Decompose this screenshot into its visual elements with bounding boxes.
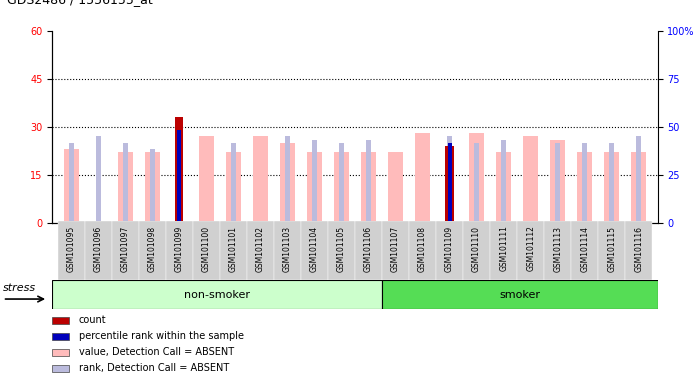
Text: GSM101110: GSM101110 bbox=[472, 225, 481, 271]
Bar bbox=[285, 136, 290, 223]
Text: GSM101101: GSM101101 bbox=[229, 225, 238, 271]
Bar bbox=[328, 221, 355, 280]
Bar bbox=[118, 152, 133, 223]
Text: GSM101100: GSM101100 bbox=[202, 225, 211, 272]
Bar bbox=[85, 221, 111, 280]
Text: GSM101111: GSM101111 bbox=[499, 225, 508, 271]
Bar bbox=[366, 139, 371, 223]
Bar bbox=[436, 221, 463, 280]
Bar bbox=[64, 149, 79, 223]
Bar bbox=[52, 280, 383, 309]
Text: GSM101107: GSM101107 bbox=[391, 225, 400, 272]
Text: stress: stress bbox=[3, 283, 35, 293]
Bar bbox=[474, 143, 479, 223]
Bar bbox=[583, 143, 587, 223]
Bar bbox=[334, 152, 349, 223]
Bar bbox=[361, 152, 376, 223]
Bar bbox=[463, 221, 490, 280]
Bar bbox=[355, 221, 382, 280]
Text: GSM101109: GSM101109 bbox=[445, 225, 454, 272]
Text: GSM101114: GSM101114 bbox=[580, 225, 590, 271]
Bar bbox=[523, 136, 538, 223]
Bar bbox=[517, 221, 544, 280]
Bar bbox=[58, 221, 85, 280]
Bar bbox=[555, 143, 560, 223]
Bar bbox=[445, 146, 454, 223]
Bar bbox=[625, 221, 652, 280]
Bar bbox=[199, 136, 214, 223]
Bar bbox=[122, 143, 127, 223]
Bar bbox=[448, 143, 452, 223]
Text: GSM101112: GSM101112 bbox=[526, 225, 535, 271]
Bar bbox=[382, 221, 409, 280]
Bar bbox=[577, 152, 592, 223]
Bar bbox=[177, 130, 181, 223]
Bar bbox=[388, 152, 403, 223]
Bar bbox=[604, 152, 619, 223]
Bar bbox=[469, 133, 484, 223]
Bar bbox=[636, 136, 641, 223]
Bar bbox=[52, 333, 69, 340]
Bar bbox=[609, 143, 614, 223]
Bar bbox=[599, 221, 625, 280]
Text: GSM101103: GSM101103 bbox=[283, 225, 292, 272]
Text: percentile rank within the sample: percentile rank within the sample bbox=[79, 331, 244, 341]
Text: GSM101105: GSM101105 bbox=[337, 225, 346, 272]
Text: GSM101108: GSM101108 bbox=[418, 225, 427, 271]
Text: GSM101096: GSM101096 bbox=[94, 225, 102, 272]
Bar bbox=[307, 152, 322, 223]
Text: GSM101104: GSM101104 bbox=[310, 225, 319, 272]
Bar bbox=[280, 143, 295, 223]
Bar bbox=[150, 149, 155, 223]
Text: count: count bbox=[79, 315, 106, 325]
Bar bbox=[226, 152, 241, 223]
Text: GSM101102: GSM101102 bbox=[256, 225, 265, 271]
Bar bbox=[339, 143, 344, 223]
Bar bbox=[145, 152, 159, 223]
Text: GSM101097: GSM101097 bbox=[120, 225, 129, 272]
Text: GSM101115: GSM101115 bbox=[608, 225, 616, 271]
Bar bbox=[52, 365, 69, 372]
Bar bbox=[496, 152, 511, 223]
Bar bbox=[253, 136, 268, 223]
Bar bbox=[544, 221, 571, 280]
Bar bbox=[175, 117, 183, 223]
Bar bbox=[52, 317, 69, 324]
Bar bbox=[490, 221, 517, 280]
Bar bbox=[247, 221, 274, 280]
Bar bbox=[139, 221, 166, 280]
Text: GSM101106: GSM101106 bbox=[364, 225, 373, 272]
Bar bbox=[96, 136, 101, 223]
Text: GDS2486 / 1556155_at: GDS2486 / 1556155_at bbox=[7, 0, 152, 6]
Bar bbox=[69, 143, 74, 223]
Bar bbox=[52, 349, 69, 356]
Bar bbox=[231, 143, 236, 223]
Text: GSM101098: GSM101098 bbox=[148, 225, 157, 272]
Text: value, Detection Call = ABSENT: value, Detection Call = ABSENT bbox=[79, 347, 234, 357]
Text: GSM101099: GSM101099 bbox=[175, 225, 184, 272]
Bar bbox=[111, 221, 139, 280]
Bar bbox=[220, 221, 247, 280]
Text: smoker: smoker bbox=[500, 290, 541, 300]
Bar bbox=[447, 136, 452, 223]
Bar bbox=[571, 221, 599, 280]
Bar bbox=[415, 133, 430, 223]
Bar bbox=[301, 221, 328, 280]
Bar bbox=[274, 221, 301, 280]
Bar bbox=[193, 221, 220, 280]
Bar bbox=[383, 280, 658, 309]
Text: GSM101116: GSM101116 bbox=[634, 225, 643, 271]
Bar bbox=[501, 139, 506, 223]
Bar bbox=[166, 221, 193, 280]
Text: GSM101113: GSM101113 bbox=[553, 225, 562, 271]
Bar bbox=[409, 221, 436, 280]
Text: GSM101095: GSM101095 bbox=[67, 225, 76, 272]
Text: rank, Detection Call = ABSENT: rank, Detection Call = ABSENT bbox=[79, 363, 229, 373]
Text: non-smoker: non-smoker bbox=[184, 290, 251, 300]
Bar bbox=[631, 152, 646, 223]
Bar bbox=[312, 139, 317, 223]
Bar bbox=[551, 139, 565, 223]
